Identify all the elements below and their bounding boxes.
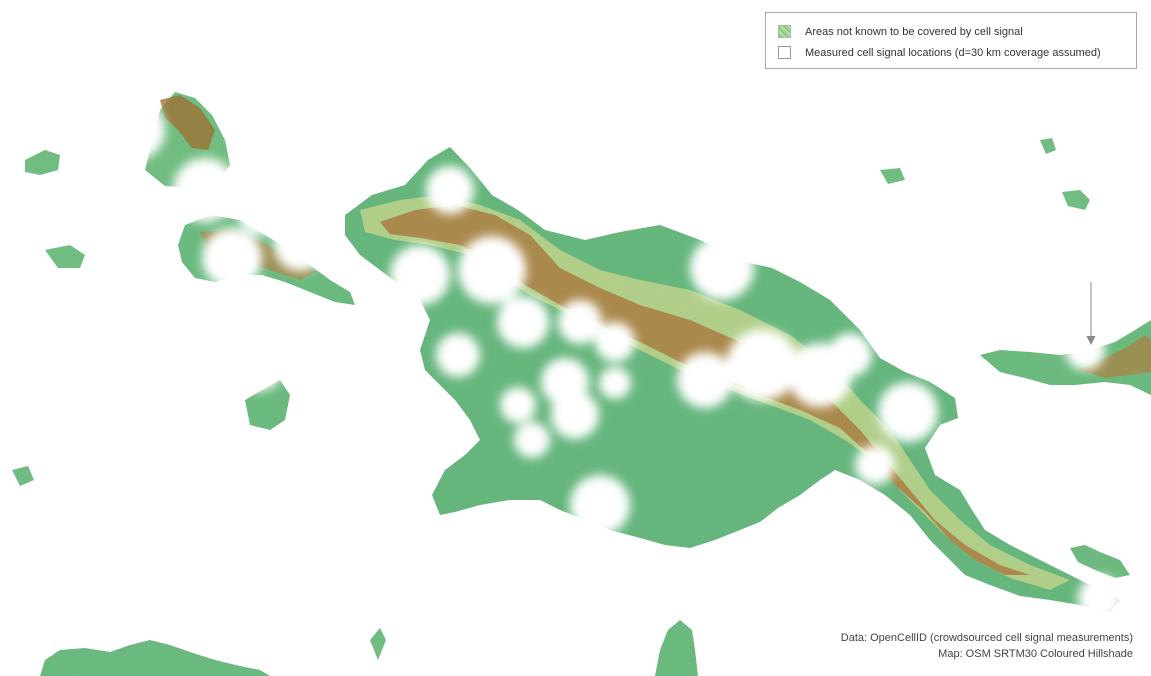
- west-coast-island: [25, 150, 60, 175]
- upper-left-highlands: [160, 95, 215, 150]
- data-attribution: Data: OpenCellID (crowdsourced cell sign…: [840, 632, 1133, 644]
- southern-landmass-right: [655, 620, 698, 676]
- white-swatch-icon: [778, 46, 791, 59]
- bougainville-area: [1070, 545, 1130, 578]
- east-island-a: [1062, 190, 1090, 210]
- legend: Areas not known to be covered by cell si…: [765, 12, 1137, 69]
- west-island-small: [45, 245, 85, 268]
- central-highlands-high: [380, 205, 1030, 575]
- legend-label-covered: Measured cell signal locations (d=30 km …: [805, 46, 1101, 59]
- new-britain-highlands: [1080, 335, 1151, 378]
- east-island-b: [1040, 138, 1056, 154]
- coverage-layer: [47, 67, 1149, 620]
- map-attribution: Map: OSM SRTM30 Coloured Hillshade: [938, 648, 1133, 660]
- central-highlands-mid: [360, 195, 1070, 590]
- sw-island: [12, 466, 34, 486]
- terrain-swatch-icon: [778, 25, 791, 38]
- mid-island: [245, 380, 290, 430]
- legend-item-covered: Measured cell signal locations (d=30 km …: [778, 42, 1126, 63]
- attribution: Data: OpenCellID (crowdsourced cell sign…: [841, 630, 1133, 662]
- legend-label-uncovered: Areas not known to be covered by cell si…: [805, 25, 1023, 38]
- strait-islands: [370, 628, 386, 660]
- southern-landmass-left: [40, 640, 270, 676]
- arrow-marker: [1086, 282, 1096, 346]
- east-island-c: [880, 168, 905, 184]
- legend-item-uncovered: Areas not known to be covered by cell si…: [778, 21, 1126, 42]
